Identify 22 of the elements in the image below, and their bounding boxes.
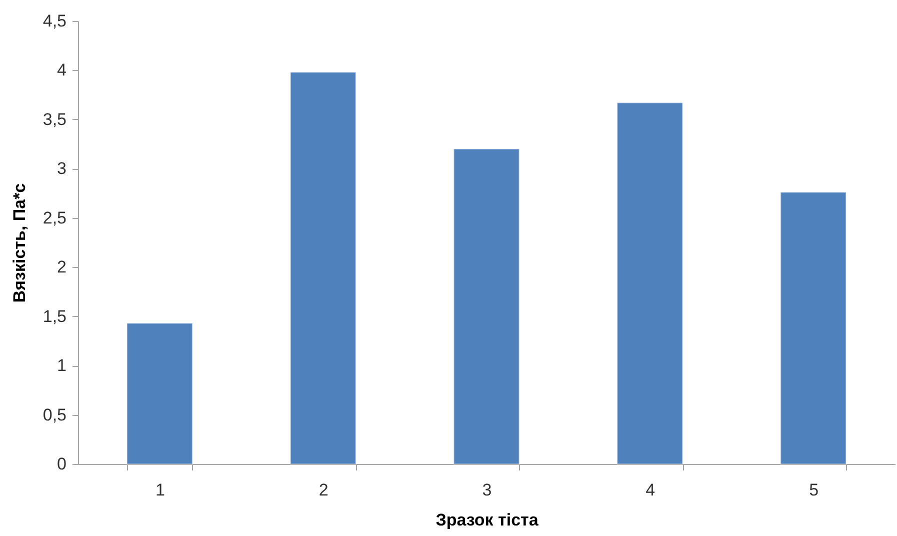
y-tick-label: 2	[57, 258, 66, 277]
x-tick-label: 3	[482, 480, 492, 500]
x-tick-label: 5	[809, 480, 819, 500]
y-tick-label: 1	[57, 356, 66, 376]
y-axis-title: Вязкість, Па*с	[10, 183, 29, 303]
y-tick-label: 3,5	[42, 110, 66, 129]
y-tick-label: 4,5	[42, 12, 66, 30]
y-tick-label: 0	[57, 454, 66, 474]
bar	[453, 148, 520, 464]
x-tick-label: 4	[646, 480, 656, 500]
y-tick-label: 0,5	[42, 405, 66, 424]
y-tick-label: 1,5	[42, 306, 66, 326]
bar	[780, 192, 846, 464]
y-tick-label: 3	[57, 159, 66, 178]
bar	[616, 102, 684, 464]
x-tick-label: 2	[318, 480, 328, 500]
x-tick-label: 1	[155, 480, 165, 500]
bar	[126, 322, 193, 464]
bar	[290, 72, 356, 464]
x-axis-title: Зразок тіста	[436, 510, 539, 530]
y-tick-label: 2,5	[42, 208, 66, 228]
y-tick-label: 4	[57, 60, 66, 80]
